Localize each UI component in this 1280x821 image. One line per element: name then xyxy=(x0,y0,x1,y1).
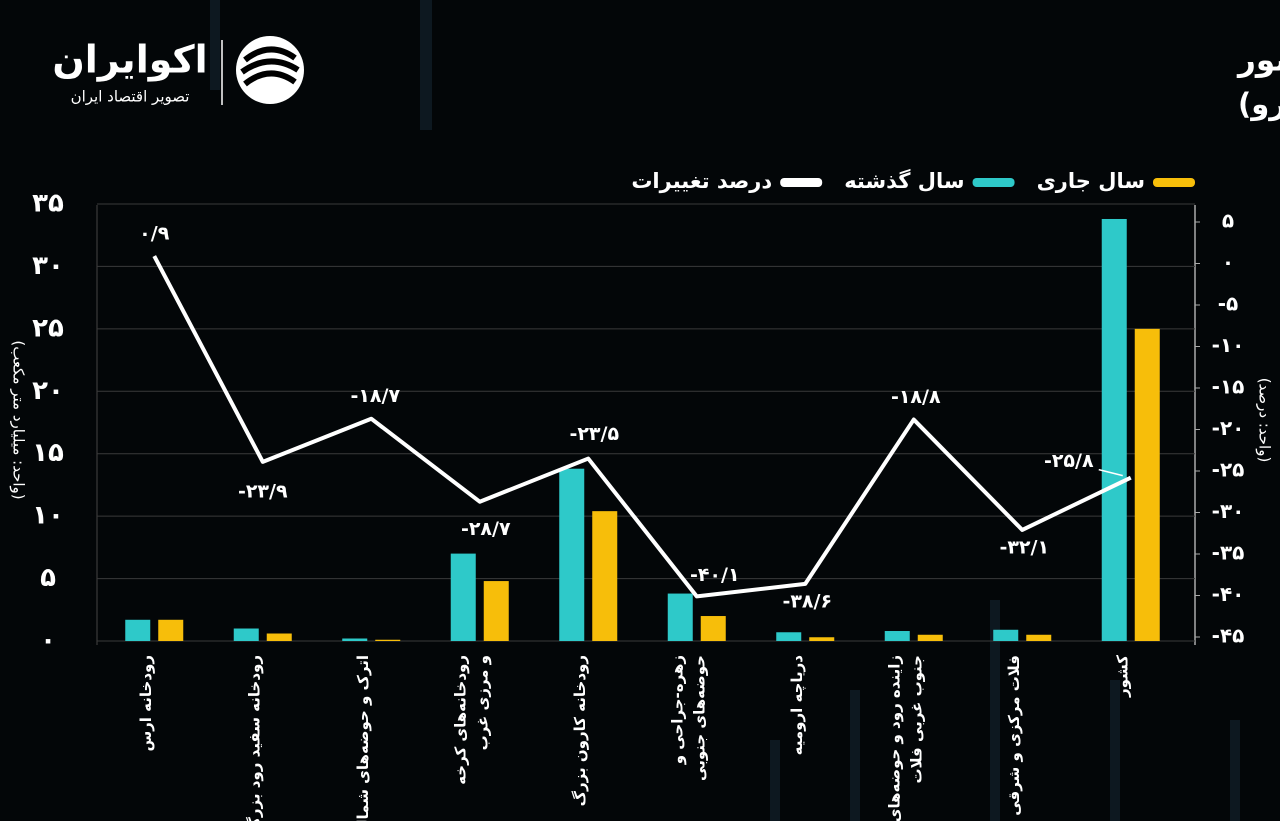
x-tick-label: کشور xyxy=(1113,655,1131,698)
bar xyxy=(776,632,802,641)
bar xyxy=(342,638,368,641)
bar xyxy=(233,628,259,641)
legend-swatch xyxy=(1153,178,1195,187)
x-tick-label: رودخانه کارون بزرگ xyxy=(571,655,589,806)
x-tick-label: رودخانه ارس xyxy=(137,655,155,752)
y2-tick-label: -۴۰ xyxy=(1212,582,1245,606)
bar xyxy=(125,619,151,641)
y2-tick-label: -۱۰ xyxy=(1212,333,1245,357)
y-tick-label: ۲۰ xyxy=(32,376,64,406)
legend-swatch xyxy=(972,178,1015,187)
x-tick-label: دریاچه ارومیه xyxy=(788,655,807,756)
y-tick-label: ۱۵ xyxy=(32,438,64,468)
x-tick-label: اترک و حوضه‌های شمالی xyxy=(354,655,372,821)
bar xyxy=(884,631,910,641)
data-label: -۲۸/۷ xyxy=(461,518,511,540)
bar xyxy=(700,616,726,641)
bar xyxy=(667,593,693,641)
bar xyxy=(592,511,618,641)
bar xyxy=(559,468,585,641)
bar xyxy=(483,581,509,641)
y2-tick-label: ۵ xyxy=(1222,209,1234,233)
x-tick-label: زاینده رود و حوضه‌های xyxy=(885,655,903,821)
x-tick-label: و مرزی غرب xyxy=(473,655,491,750)
y-tick-label: ۰ xyxy=(40,626,56,656)
legend-label: درصد تغییرات xyxy=(631,169,772,193)
y2-tick-label: -۳۰ xyxy=(1212,499,1245,523)
data-label: -۴۰/۱ xyxy=(690,564,740,586)
x-tick-label: رودخانه سفید رود بزرگ xyxy=(245,655,263,821)
logo-tagline: تصویر اقتصاد ایران xyxy=(71,88,190,106)
decoration xyxy=(210,0,1240,821)
x-tick-label: رودخانه‌های کرخه xyxy=(451,655,469,785)
legend-label: سال گذشته xyxy=(844,168,964,193)
leader-line xyxy=(1098,468,1123,477)
x-tick-label: جنوب غربی فلات xyxy=(907,655,925,784)
chart-title: آب موجود در سدهای مخزنی کشور xyxy=(1236,41,1280,79)
bar xyxy=(809,637,835,641)
data-label: -۲۳/۵ xyxy=(569,423,619,445)
data-label: -۱۸/۷ xyxy=(350,385,400,407)
legend-label: سال جاری xyxy=(1037,169,1145,193)
data-label: -۲۳/۹ xyxy=(238,480,288,502)
y2-tick-label: -۱۵ xyxy=(1212,375,1245,399)
y-tick-label: ۳۵ xyxy=(32,189,64,219)
x-tick-label: زهره-جراحی و xyxy=(668,655,686,765)
y2-tick-label: -۵ xyxy=(1218,292,1239,316)
bar xyxy=(1026,634,1052,641)
chart-subtitle: تا پایان خرداد ۱۴۰۴ (منبع: وزارت نیرو) xyxy=(1238,87,1280,122)
bar xyxy=(917,634,943,641)
y2-tick-label: -۳۵ xyxy=(1212,541,1245,565)
y-tick-label: ۱۰ xyxy=(32,501,64,531)
y2-tick-label: -۲۵ xyxy=(1212,458,1245,482)
bar xyxy=(266,633,292,641)
logo-name: اکوایران xyxy=(52,38,207,82)
change-line xyxy=(152,255,1132,599)
y-axis-label: (واحد: میلیارد متر مکعب) xyxy=(10,340,28,499)
data-label: -۳۸/۶ xyxy=(782,590,832,612)
y2-tick-label: -۲۰ xyxy=(1212,416,1245,440)
data-label: -۱۸/۸ xyxy=(891,386,941,408)
y-tick-label: ۵ xyxy=(40,563,56,593)
y2-axis-label: (واحد: درصد) xyxy=(1256,378,1274,463)
data-label: -۳۲/۱ xyxy=(999,536,1049,558)
bar xyxy=(375,639,401,641)
bar xyxy=(158,619,184,641)
x-tick-label: حوضه‌های جنوبی xyxy=(690,655,708,781)
data-label: -۲۵/۸ xyxy=(1044,450,1094,472)
y-tick-label: ۳۰ xyxy=(32,251,64,281)
legend-swatch xyxy=(780,178,823,187)
y-tick-label: ۲۵ xyxy=(32,313,64,343)
logo: اکوایران تصویر اقتصاد ایران xyxy=(52,36,304,106)
bar xyxy=(993,629,1019,641)
y2-tick-label: -۴۵ xyxy=(1212,624,1245,648)
bar xyxy=(450,553,476,641)
bar xyxy=(1101,218,1127,642)
data-label: ۰/۹ xyxy=(139,223,170,245)
y2-tick-label: ۰ xyxy=(1222,250,1234,274)
bar xyxy=(1134,328,1160,641)
x-tick-label: فلات مرکزی و شرقی xyxy=(1005,655,1023,816)
